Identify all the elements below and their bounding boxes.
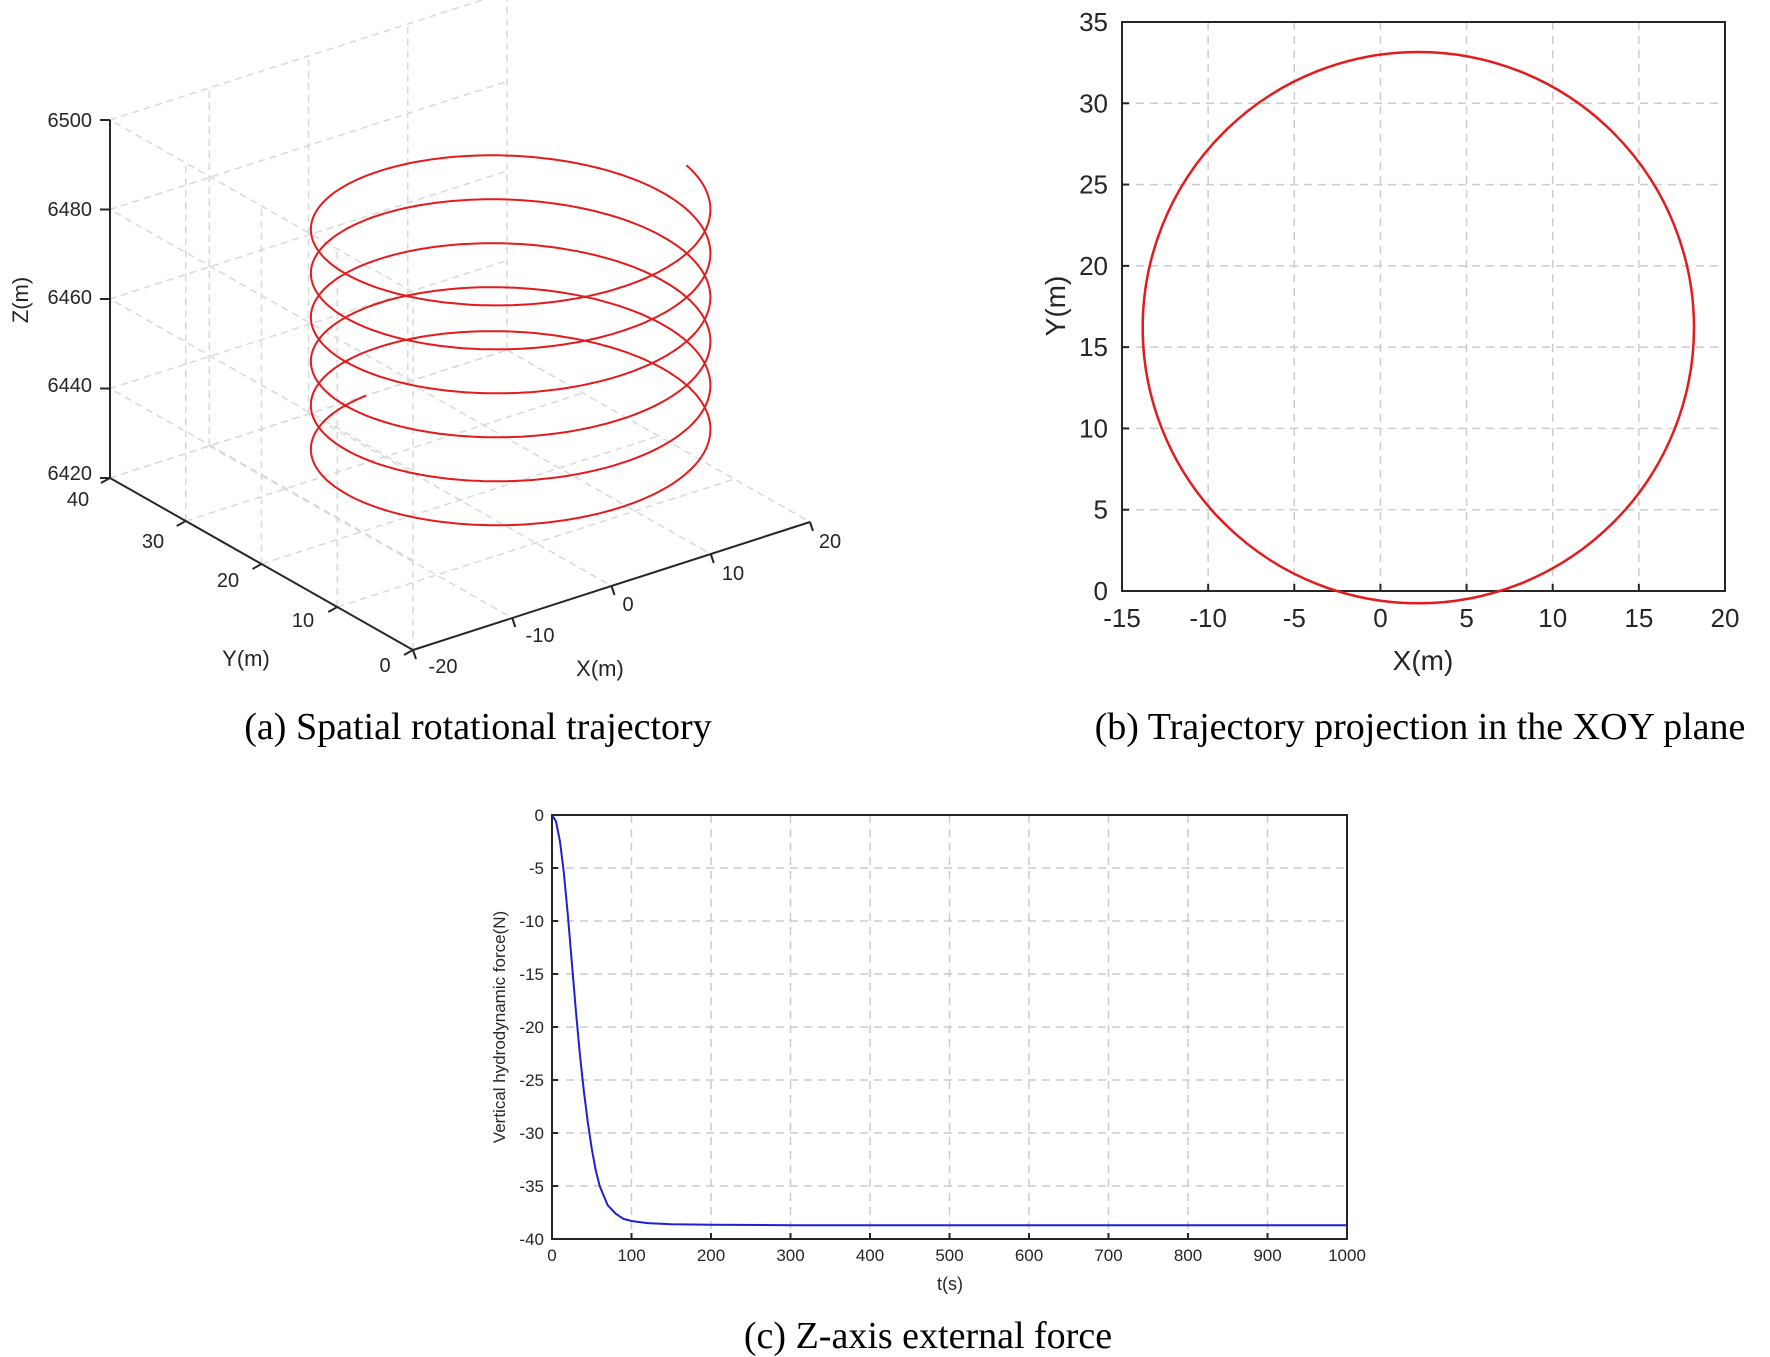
y-tick-mark [403, 649, 414, 656]
x-tick-label: 800 [1174, 1246, 1202, 1265]
y-tick-mark [327, 606, 338, 613]
y-tick-label: -15 [519, 965, 544, 984]
x-tick-label: 0 [547, 1246, 556, 1265]
y-tick-mark [100, 477, 111, 484]
panel-b-caption: (b) Trajectory projection in the XOY pla… [1095, 706, 1746, 748]
grid-x-floor [506, 349, 811, 523]
x-tick-0: 0 [622, 594, 633, 616]
x-tick-neg10: -10 [526, 625, 555, 647]
z-tick-6500: 6500 [48, 110, 93, 132]
panel-c-grid [552, 815, 1347, 1239]
panel-c-z-force: 0 100 200 300 400 500 600 700 800 900 1000 0 -5 -10 -… [490, 806, 1366, 1357]
x-tick-label: -10 [1189, 603, 1227, 633]
z-axis-label: Z(m) [8, 277, 33, 323]
panel-a-grid [108, 0, 811, 651]
x-tick-label: 10 [1538, 603, 1567, 633]
x-tick-label: 300 [776, 1246, 804, 1265]
x-tick-label: 900 [1253, 1246, 1281, 1265]
y-tick-30: 30 [142, 531, 164, 553]
panel-b-grid [1122, 22, 1725, 591]
panel-b-x-axis-label: X(m) [1393, 645, 1454, 676]
x-tick-label: 0 [1373, 603, 1387, 633]
y-tick-label: 20 [1079, 251, 1108, 281]
panel-b-y-axis-label: Y(m) [1040, 276, 1071, 337]
x-tick-label: 100 [617, 1246, 645, 1265]
x-tick-label: 500 [935, 1246, 963, 1265]
x-tick-20: 20 [819, 531, 841, 553]
helix-trajectory-line [309, 154, 712, 527]
x-tick-mark [809, 521, 814, 532]
y-tick-label: -20 [519, 1018, 544, 1037]
y-tick-0: 0 [379, 655, 390, 677]
x-tick-label: 700 [1094, 1246, 1122, 1265]
x-tick-label: 200 [697, 1246, 725, 1265]
y-tick-label: 35 [1079, 7, 1108, 37]
panel-c-y-axis-label: Vertical hydrodynamic force(N) [490, 911, 509, 1143]
panel-a-tick-marks [100, 119, 814, 660]
y-tick-label: -40 [519, 1230, 544, 1249]
z-tick-6480: 6480 [48, 199, 93, 221]
grid-x-floor [208, 445, 513, 619]
x-tick-mark [709, 553, 715, 564]
x-tick-mark [412, 649, 417, 660]
x-tick-10: 10 [722, 563, 744, 585]
panel-a-3d-trajectory: 6500 6480 6460 6440 6420 Z(m) 40 30 20 1… [8, 0, 841, 748]
panel-b-plot-frame [1121, 21, 1726, 592]
y-tick-label: 5 [1094, 495, 1108, 525]
y-tick-label: 10 [1079, 413, 1108, 443]
x-tick-label: 15 [1624, 603, 1653, 633]
x-tick-mark [610, 585, 616, 596]
force-curve-line [551, 814, 1347, 1227]
grid-x-floor [407, 381, 712, 555]
panel-b-y-tick-labels: 0 5 10 15 20 25 30 35 [1079, 7, 1108, 606]
y-tick-label: 0 [1094, 576, 1108, 606]
y-tick-40: 40 [67, 489, 89, 511]
x-tick-neg20: -20 [429, 656, 458, 678]
y-tick-label: 15 [1079, 332, 1108, 362]
y-tick-10: 10 [292, 610, 314, 632]
x-tick-label: 1000 [1328, 1246, 1366, 1265]
grid-y-floor [337, 478, 735, 608]
xoy-trajectory-circle [1141, 50, 1696, 605]
z-tick-6420: 6420 [48, 463, 93, 485]
z-tick-6460: 6460 [48, 287, 93, 309]
x-tick-label: 5 [1459, 603, 1473, 633]
x-tick-label: 20 [1711, 603, 1740, 633]
y-tick-label: 25 [1079, 170, 1108, 200]
panel-b-tick-marks [1121, 21, 1726, 592]
panel-c-tick-marks [551, 814, 1348, 1240]
y-tick-20: 20 [217, 570, 239, 592]
panel-c-caption: (c) Z-axis external force [744, 1315, 1112, 1357]
panel-a-caption: (a) Spatial rotational trajectory [244, 706, 711, 748]
x-axis-label: X(m) [576, 656, 624, 681]
y-tick-label: -35 [519, 1177, 544, 1196]
y-tick-mark [176, 520, 187, 527]
y-tick-label: -5 [529, 859, 544, 878]
y-tick-label: 30 [1079, 88, 1108, 118]
x-tick-label: -15 [1103, 603, 1141, 633]
panel-c-x-axis-label: t(s) [937, 1274, 963, 1294]
panel-b-xoy-projection: -15 -10 -5 0 5 10 15 20 0 5 10 15 20 25 30 35 X(m) Y(m… [1040, 7, 1745, 748]
y-tick-label: -30 [519, 1124, 544, 1143]
x-tick-label: 400 [856, 1246, 884, 1265]
panel-c-y-tick-labels: 0 -5 -10 -15 -20 -25 -30 -35 -40 [519, 806, 544, 1249]
y-tick-mark [252, 563, 262, 570]
x-tick-mark [511, 617, 517, 628]
panel-c-x-tick-labels: 0 100 200 300 400 500 600 700 800 900 1000 [547, 1246, 1366, 1265]
y-tick-label: -10 [519, 912, 544, 931]
y-tick-label: 0 [535, 806, 544, 825]
panel-b-x-tick-labels: -15 -10 -5 0 5 10 15 20 [1103, 603, 1739, 633]
z-tick-6440: 6440 [48, 375, 93, 397]
y-axis-label: Y(m) [222, 646, 270, 671]
grid-x-floor [308, 413, 612, 587]
y-tick-label: -25 [519, 1071, 544, 1090]
x-tick-label: -5 [1283, 603, 1306, 633]
x-tick-label: 600 [1015, 1246, 1043, 1265]
